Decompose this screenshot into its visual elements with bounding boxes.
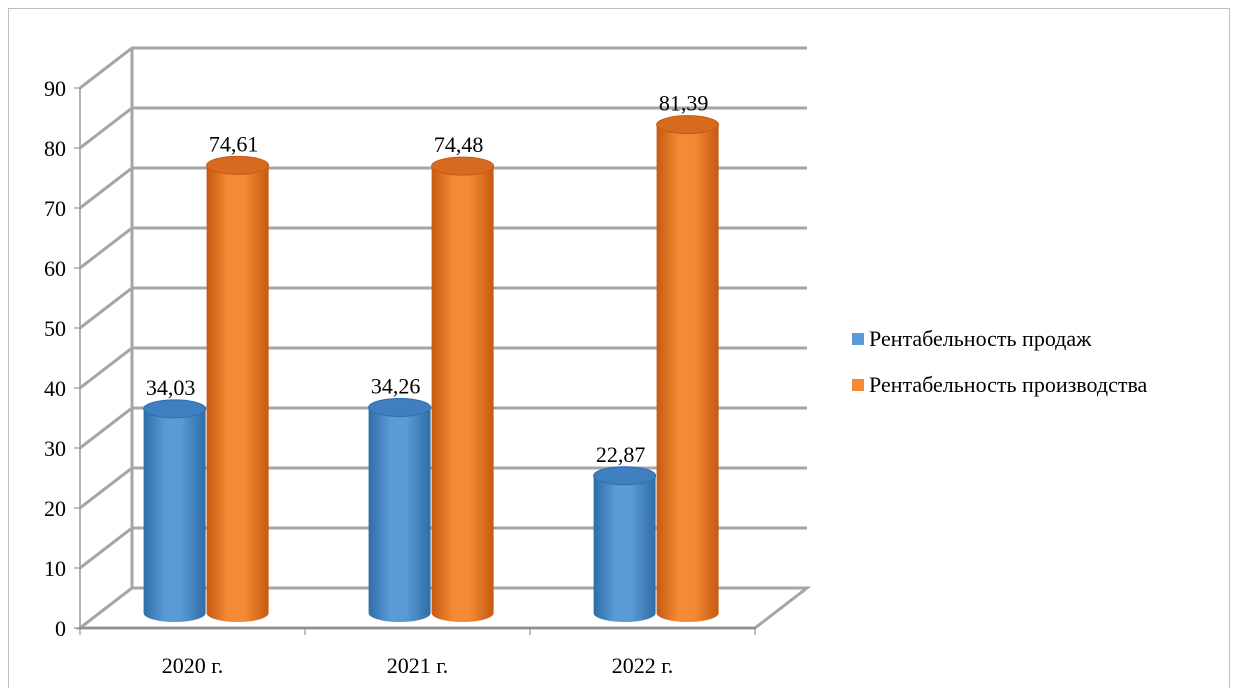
y-tick-label: 70 — [44, 196, 66, 221]
gridlines — [79, 46, 807, 570]
bar — [593, 466, 657, 622]
bar-top — [206, 155, 270, 175]
x-tick-label: 2021 г. — [387, 653, 449, 678]
data-label: 22,87 — [596, 442, 646, 467]
y-tick-label: 60 — [44, 256, 66, 281]
data-label: 81,39 — [659, 91, 709, 116]
gridline — [79, 286, 807, 330]
x-tick-label: 2022 г. — [612, 653, 674, 678]
bar-top — [593, 466, 657, 486]
bar-body — [368, 407, 431, 622]
y-axis-ticks: 0 10 20 30 40 50 60 70 80 90 — [44, 76, 80, 641]
gridline — [79, 346, 807, 390]
legend-label: Рентабельность продаж — [869, 326, 1092, 351]
y-tick-label: 90 — [44, 76, 66, 101]
legend-swatch — [852, 333, 864, 345]
bar-top — [368, 397, 432, 417]
y-tick-label: 40 — [44, 376, 66, 401]
bar-body — [206, 165, 269, 622]
gridline — [79, 406, 807, 450]
data-labels: 34,03 74,61 34,26 74,48 22,87 81,39 — [146, 91, 709, 467]
bar-body — [656, 124, 719, 622]
legend-item: Рентабельность производства — [852, 372, 1148, 397]
gridline — [79, 106, 807, 150]
bar-body — [431, 166, 494, 622]
gridline — [79, 46, 807, 90]
legend-label: Рентабельность производства — [869, 372, 1148, 397]
gridline — [79, 226, 807, 270]
bar-top — [143, 399, 207, 419]
gridline — [79, 466, 807, 510]
x-tick-label: 2020 г. — [162, 653, 224, 678]
bars — [143, 115, 720, 622]
bar-top — [656, 115, 720, 135]
data-label: 74,61 — [209, 131, 259, 156]
data-label: 34,03 — [146, 375, 196, 400]
y-tick-label: 50 — [44, 316, 66, 341]
gridline — [79, 166, 807, 210]
y-tick-label: 10 — [44, 556, 66, 581]
bar — [656, 115, 720, 622]
bar — [206, 155, 270, 622]
data-label: 74,48 — [434, 132, 484, 157]
bar-body — [143, 408, 206, 622]
legend: Рентабельность продаж Рентабельность прои… — [852, 326, 1148, 397]
legend-item: Рентабельность продаж — [852, 326, 1092, 351]
y-tick-label: 30 — [44, 436, 66, 461]
bar — [431, 156, 495, 622]
bar — [368, 397, 432, 622]
bar-top — [431, 156, 495, 176]
bar — [143, 399, 207, 622]
gridline — [79, 526, 807, 570]
y-tick-label: 20 — [44, 496, 66, 521]
bar-body — [593, 475, 656, 622]
chart-frame — [8, 8, 1230, 688]
legend-swatch — [852, 379, 864, 391]
x-axis: 2020 г. 2021 г. 2022 г. — [79, 627, 756, 678]
y-tick-label: 80 — [44, 136, 66, 161]
data-label: 34,26 — [371, 373, 421, 398]
y-tick-label: 0 — [55, 616, 66, 641]
